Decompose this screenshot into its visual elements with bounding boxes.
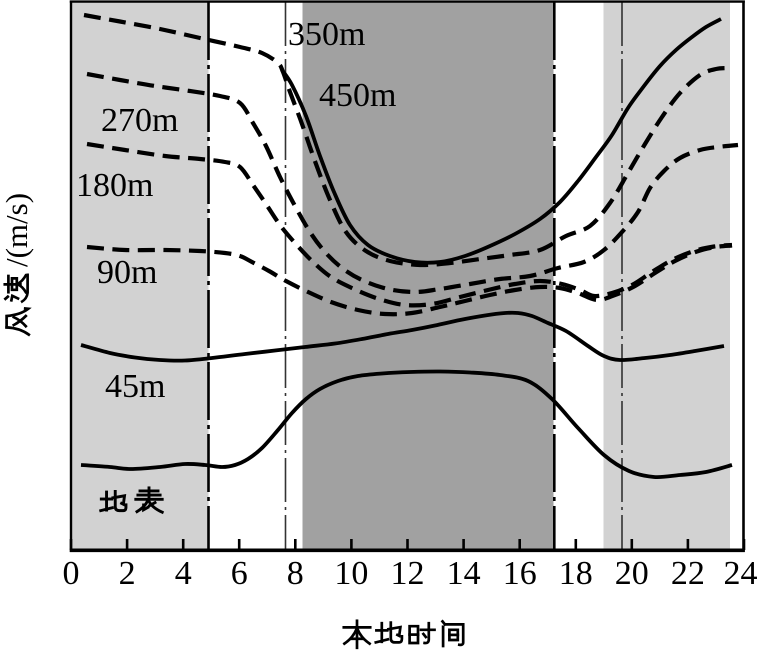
svg-text:270m: 270m <box>101 102 178 139</box>
svg-text:6: 6 <box>231 555 248 592</box>
svg-text:45m: 45m <box>105 368 165 405</box>
svg-text:14: 14 <box>447 555 481 592</box>
svg-text:0: 0 <box>63 555 80 592</box>
svg-text:90m: 90m <box>97 254 157 291</box>
svg-text:8: 8 <box>287 555 304 592</box>
svg-text:2: 2 <box>119 555 136 592</box>
svg-text:180m: 180m <box>76 167 153 204</box>
svg-text:12: 12 <box>391 555 425 592</box>
svg-text:22: 22 <box>671 555 705 592</box>
svg-text:4: 4 <box>175 555 192 592</box>
svg-text:18: 18 <box>559 555 593 592</box>
svg-text:24: 24 <box>724 555 758 592</box>
svg-text:/(m/s): /(m/s) <box>0 193 34 267</box>
svg-text:16: 16 <box>503 555 537 592</box>
svg-text:10: 10 <box>334 555 368 592</box>
svg-text:20: 20 <box>615 555 649 592</box>
svg-text:450m: 450m <box>319 77 396 114</box>
svg-text:350m: 350m <box>288 16 365 53</box>
